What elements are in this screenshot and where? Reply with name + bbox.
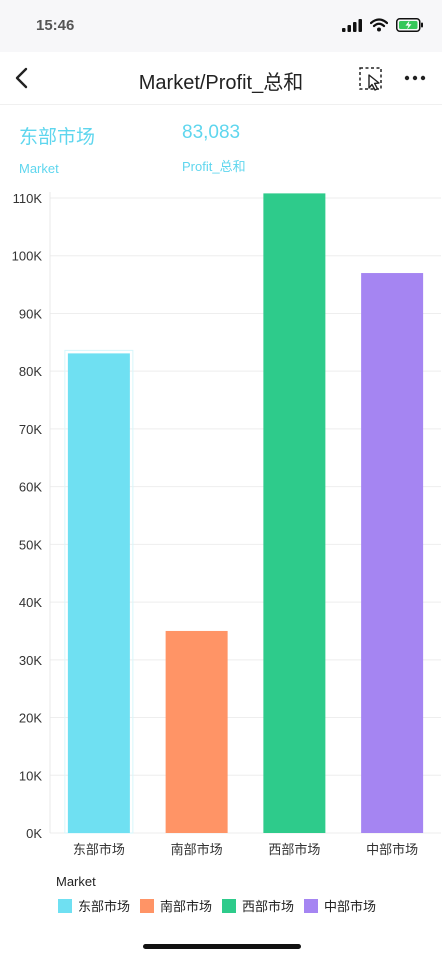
- back-icon[interactable]: [12, 64, 32, 92]
- kpi-profit-value: 83,083: [182, 122, 241, 143]
- legend-label: 中部市场: [324, 899, 377, 914]
- select-cursor-icon[interactable]: [358, 66, 384, 92]
- status-time: 15:46: [36, 17, 75, 34]
- bar[interactable]: [67, 353, 130, 833]
- legend-item[interactable]: 东部市场: [58, 896, 130, 915]
- page-title: Market/Profit_总和: [138, 72, 304, 94]
- x-tick-label: 东部市场: [73, 842, 125, 858]
- y-tick-label: 90K: [19, 306, 42, 321]
- bar-chart: 0K 10K 20K 30K 40K 50K 60K 70K 80K 90K 100K 110K 东部市…: [12, 191, 441, 858]
- legend-label: 南部市场: [160, 899, 213, 914]
- kpi-profit-label: Profit_总和: [182, 159, 246, 174]
- legend-item[interactable]: 中部市场: [304, 896, 376, 915]
- x-tick-label: 南部市场: [171, 842, 223, 858]
- y-tick-label: 110K: [13, 191, 43, 206]
- wifi-icon: [370, 18, 388, 32]
- x-tick-label: 西部市场: [268, 842, 320, 858]
- nav-bar: Market/Profit_总和: [0, 52, 442, 104]
- y-tick-label: 40K: [19, 595, 42, 610]
- y-tick-label: 10K: [19, 768, 42, 783]
- signal-icon: [342, 18, 362, 32]
- legend-title: Market: [56, 874, 96, 889]
- kpi-market-value: 东部市场: [19, 127, 96, 148]
- bar[interactable]: [263, 193, 326, 833]
- bar[interactable]: [165, 630, 228, 833]
- status-bar: 15:46: [0, 0, 442, 52]
- y-tick-label: 60K: [19, 480, 42, 495]
- y-tick-label: 30K: [19, 653, 42, 668]
- legend-swatch: [58, 898, 72, 913]
- legend-item[interactable]: 南部市场: [140, 896, 212, 915]
- more-icon[interactable]: [402, 70, 428, 86]
- bar[interactable]: [361, 273, 424, 833]
- legend-swatch: [140, 898, 155, 913]
- y-tick-label: 0K: [26, 826, 42, 841]
- y-tick-label: 20K: [19, 711, 42, 726]
- legend-item[interactable]: 西部市场: [222, 896, 294, 915]
- battery-icon: [396, 18, 423, 32]
- kpi-market: 东部市场 Market: [19, 122, 95, 176]
- legend-swatch: [304, 898, 319, 913]
- legend-swatch: [222, 898, 237, 913]
- home-indicator: [143, 944, 301, 949]
- legend-label: 西部市场: [242, 899, 295, 914]
- y-tick-label: 100K: [12, 249, 43, 264]
- x-tick-label: 中部市场: [366, 842, 418, 858]
- nav-divider: [0, 104, 442, 105]
- status-icons: [342, 18, 424, 32]
- y-tick-label: 50K: [19, 537, 42, 552]
- kpi-market-label: Market: [19, 161, 59, 176]
- legend-label: 东部市场: [78, 899, 131, 914]
- legend: 东部市场 南部市场 西部市场 中部市场: [58, 896, 376, 915]
- kpi-profit: 83,083 Profit_总和: [182, 122, 246, 175]
- y-tick-label: 70K: [19, 422, 42, 437]
- y-tick-label: 80K: [19, 364, 42, 379]
